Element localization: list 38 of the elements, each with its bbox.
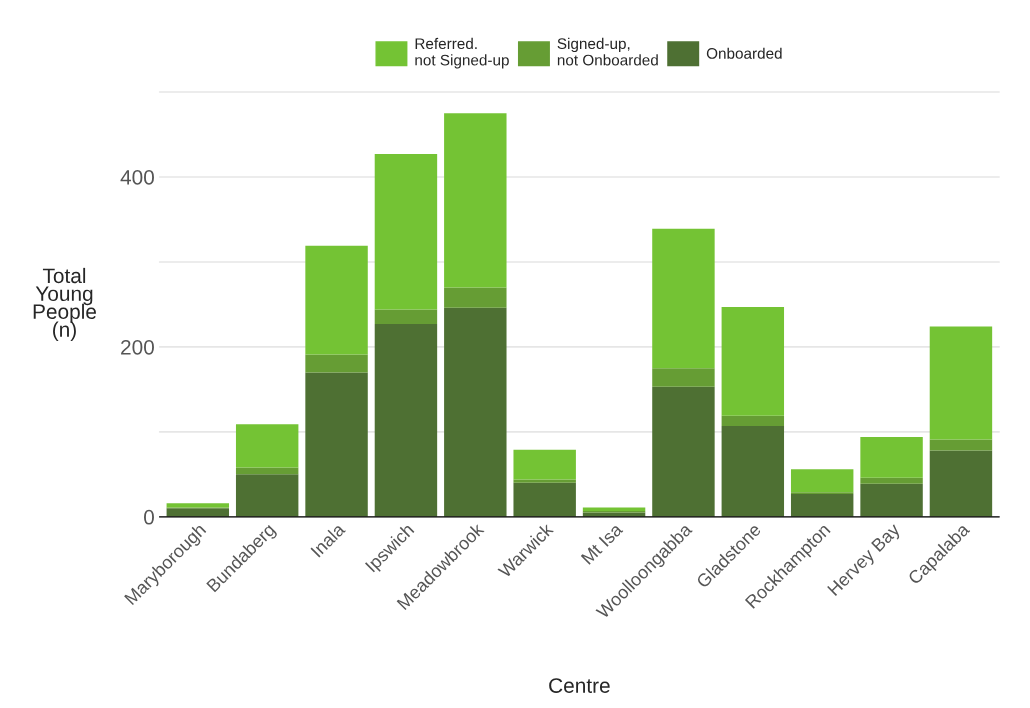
bar	[652, 368, 715, 387]
bar	[790, 469, 854, 493]
bar	[860, 477, 923, 484]
bar	[929, 439, 993, 451]
bar	[374, 323, 438, 517]
y-axis-title: Total Young People (n)	[33, 267, 96, 342]
bar	[235, 424, 299, 468]
y-tick-label: 0	[144, 509, 154, 525]
bar	[305, 372, 368, 517]
legend-label: Signed-up, not Onboarded	[557, 37, 658, 66]
bar	[513, 479, 576, 483]
bar	[721, 306, 785, 416]
legend-label: Onboarded	[706, 47, 782, 59]
bar	[305, 354, 368, 373]
bar	[166, 508, 230, 517]
bar	[652, 228, 715, 369]
bar	[305, 245, 368, 355]
bar	[790, 493, 854, 517]
bar	[860, 436, 923, 478]
bar	[444, 113, 507, 288]
bar	[444, 307, 507, 517]
y-tick-label: 200	[121, 339, 154, 355]
bar	[513, 449, 576, 480]
bar	[444, 287, 507, 308]
bar	[235, 474, 299, 517]
bar	[374, 154, 438, 310]
bar	[374, 309, 438, 324]
bar	[513, 482, 576, 517]
y-tick-label: 400	[120, 170, 154, 185]
bar	[721, 415, 785, 426]
legend-label: Referred. not Signed-up	[415, 37, 509, 69]
bar	[929, 450, 993, 517]
bar	[166, 503, 230, 508]
x-axis-title: Centre	[549, 678, 610, 693]
bar	[721, 425, 785, 517]
bar	[929, 326, 993, 440]
bar	[652, 386, 715, 517]
bar	[860, 483, 923, 517]
